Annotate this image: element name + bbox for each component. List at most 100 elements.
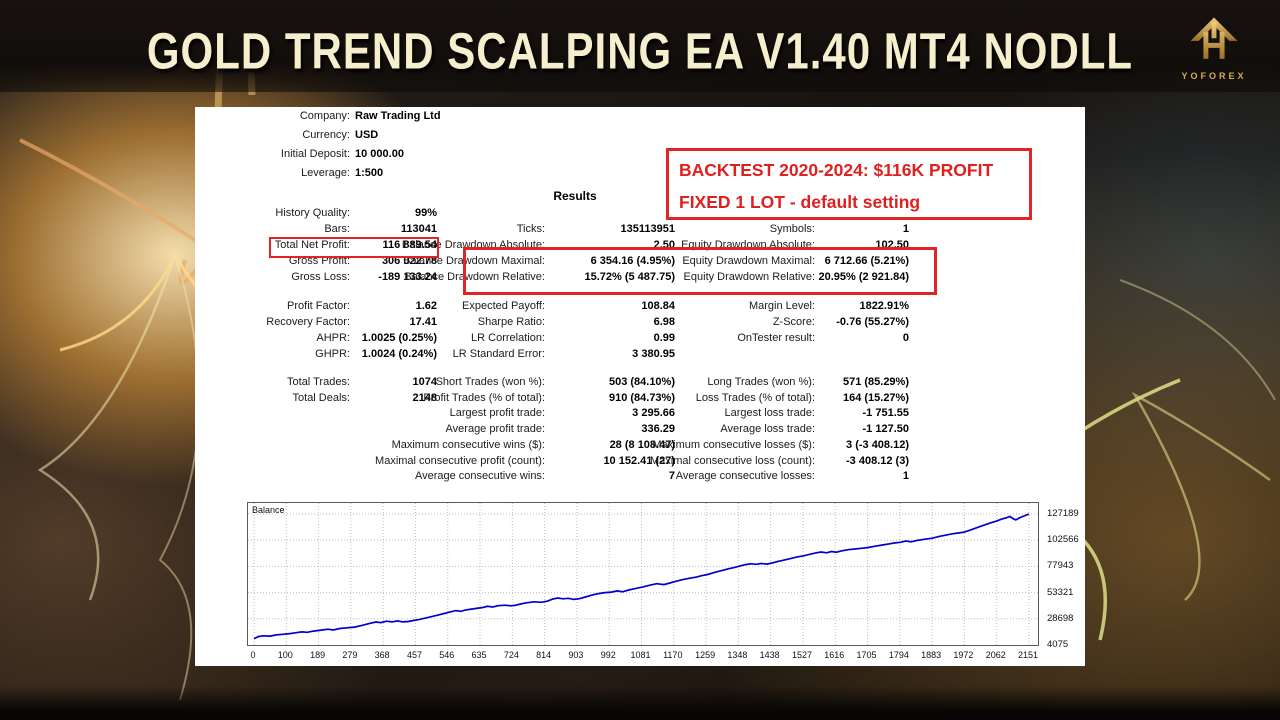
stat-label: Margin Level: xyxy=(748,300,815,312)
stat-label: Total Net Profit: xyxy=(274,239,350,251)
stat-value: 1 xyxy=(902,223,909,235)
stat-value: 10 000.00 xyxy=(355,148,404,160)
stat-label: Company: xyxy=(299,110,350,122)
stat-value: 571 (85.29%) xyxy=(842,376,909,388)
yoforex-house-icon xyxy=(1190,17,1238,59)
x-axis-tick-label: 1705 xyxy=(856,650,877,660)
x-axis-tick-label: 457 xyxy=(406,650,422,660)
stat-value: 6 712.66 (5.21%) xyxy=(824,255,909,267)
page-title: GOLD TREND SCALPING EA V1.40 MT4 NODLL xyxy=(146,22,1134,80)
stat-label: Bars: xyxy=(324,223,350,235)
x-axis-tick-label: 635 xyxy=(471,650,487,660)
stat-label: Gross Loss: xyxy=(291,271,350,283)
stat-label: Currency: xyxy=(302,129,350,141)
stat-label: Z-Score: xyxy=(772,316,815,328)
stat-value: 164 (15.27%) xyxy=(842,392,909,404)
y-axis-tick-label: 127189 xyxy=(1047,507,1079,519)
stat-value: 3 380.95 xyxy=(632,348,675,360)
x-axis-tick-label: 2062 xyxy=(985,650,1006,660)
bottom-shade xyxy=(0,686,1280,720)
stat-value: 910 (84.73%) xyxy=(608,392,675,404)
stat-label: GHPR: xyxy=(315,348,350,360)
stat-value: -3 408.12 (3) xyxy=(846,455,909,467)
drawdown-highlight-box xyxy=(463,247,937,295)
x-axis-tick-label: 2151 xyxy=(1017,650,1039,660)
x-axis-tick-label: 903 xyxy=(568,650,584,660)
stat-label: Balance Drawdown Maximal: xyxy=(403,255,545,267)
stat-value: 116 889.54 xyxy=(382,239,437,251)
x-axis-tick-label: 1972 xyxy=(953,650,974,660)
stat-value: 0 xyxy=(902,332,909,344)
stat-label: Maximal consecutive profit (count): xyxy=(375,455,545,467)
stat-label: Long Trades (won %): xyxy=(707,376,815,388)
x-axis-tick-label: 1794 xyxy=(888,650,909,660)
stat-value: 108.84 xyxy=(641,300,675,312)
stat-label: Largest profit trade: xyxy=(449,407,545,419)
stat-value: -1 127.50 xyxy=(862,423,909,435)
x-axis-tick-label: 0 xyxy=(250,650,256,660)
stat-label: LR Standard Error: xyxy=(452,348,545,360)
annotation-line-2: FIXED 1 LOT - default setting xyxy=(679,192,921,212)
stat-value: 10 152.41 (27) xyxy=(603,455,675,467)
stat-label: Average consecutive wins: xyxy=(414,470,545,482)
x-axis-tick-label: 1170 xyxy=(663,650,683,660)
y-axis-tick-label: 53321 xyxy=(1047,586,1074,598)
x-axis-tick-label: 546 xyxy=(439,650,455,660)
y-axis-tick-label: 4075 xyxy=(1047,639,1069,650)
stat-value: 20.95% (2 921.84) xyxy=(818,271,909,283)
x-axis-tick-label: 279 xyxy=(342,650,358,660)
stat-label: Total Trades: xyxy=(287,376,350,388)
stat-label: Largest loss trade: xyxy=(724,407,816,419)
stat-label: Maximum consecutive wins ($): xyxy=(391,439,545,451)
stat-label: Profit Factor: xyxy=(287,300,350,312)
stat-value: 2148 xyxy=(412,392,437,404)
x-axis-tick-label: 1348 xyxy=(727,650,748,660)
stat-value: 28 (8 108.47) xyxy=(609,439,675,451)
stat-value: -189 133.24 xyxy=(378,271,437,283)
stat-value: 336.29 xyxy=(641,423,675,435)
stat-value: 7 xyxy=(668,470,675,482)
stat-value: 99% xyxy=(414,207,437,219)
y-axis-tick-label: 102566 xyxy=(1047,534,1079,546)
stat-label: Sharpe Ratio: xyxy=(477,316,545,328)
x-axis-tick-label: 100 xyxy=(277,650,293,660)
stat-value: 15.72% (5 487.75) xyxy=(584,271,675,283)
stat-label: Total Deals: xyxy=(292,392,350,404)
x-axis-tick-label: 1438 xyxy=(759,650,780,660)
stat-value: 3 (-3 408.12) xyxy=(846,439,909,451)
stat-label: Maximum consecutive losses ($): xyxy=(652,439,815,451)
x-axis-tick-label: 1527 xyxy=(791,650,812,660)
stat-label: Recovery Factor: xyxy=(266,316,350,328)
x-axis-tick-label: 724 xyxy=(503,650,519,660)
stat-value: 6.98 xyxy=(653,316,675,328)
stat-label: Short Trades (won %): xyxy=(435,376,545,388)
stat-label: Expected Payoff: xyxy=(462,300,545,312)
y-axis-tick-label: 77943 xyxy=(1047,560,1074,572)
results-section-title: Results xyxy=(553,189,597,203)
x-axis-tick-label: 1883 xyxy=(921,650,942,660)
stat-label: History Quality: xyxy=(275,207,350,219)
balance-chart-canvas xyxy=(248,503,1038,645)
stat-label: AHPR: xyxy=(316,332,350,344)
stat-value: 1822.91% xyxy=(859,300,909,312)
stat-value: 306 022.78 xyxy=(381,255,437,267)
stat-label: Initial Deposit: xyxy=(280,148,350,160)
stat-value: 1 xyxy=(902,470,909,482)
stat-label: Symbols: xyxy=(769,223,815,235)
stat-value: Raw Trading Ltd xyxy=(355,110,441,122)
stat-label: Maximal consecutive loss (count): xyxy=(650,455,816,467)
stat-value: -1 751.55 xyxy=(862,407,909,419)
stat-value: 503 (84.10%) xyxy=(608,376,675,388)
stat-value: 3 295.66 xyxy=(632,407,675,419)
stat-label: Gross Profit: xyxy=(288,255,350,267)
balance-chart-title: Balance xyxy=(252,505,285,515)
stat-value: 113041 xyxy=(400,223,437,235)
stat-label: Average loss trade: xyxy=(720,423,815,435)
x-axis-tick-label: 814 xyxy=(536,650,552,660)
title-band xyxy=(0,0,1280,92)
stat-label: LR Correlation: xyxy=(471,332,545,344)
stat-value: 1.62 xyxy=(415,300,437,312)
x-axis-tick-label: 1081 xyxy=(630,650,651,660)
x-axis-tick-label: 1616 xyxy=(824,650,845,660)
